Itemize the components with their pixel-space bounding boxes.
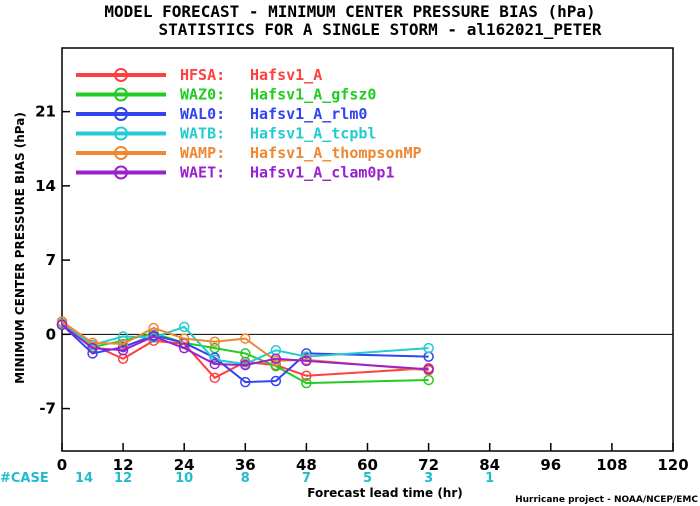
y-tick-label: 21 bbox=[35, 103, 56, 121]
legend-name: HFSA: bbox=[180, 66, 225, 84]
case-count: 1 bbox=[485, 471, 494, 486]
case-count: 8 bbox=[241, 471, 250, 486]
data-point bbox=[209, 358, 220, 370]
x-tick-label: 12 bbox=[113, 456, 134, 474]
legend-name: WATB: bbox=[180, 125, 225, 143]
data-point bbox=[56, 316, 68, 327]
case-count: 5 bbox=[363, 471, 372, 486]
y-axis-label: MINIMUM CENTER PRESSURE BIAS (hPa) bbox=[13, 112, 27, 384]
credit-text: Hurricane project - NOAA/NCEP/EMC bbox=[515, 495, 698, 505]
x-tick-label: 96 bbox=[540, 456, 561, 474]
data-point bbox=[209, 336, 220, 348]
data-point bbox=[148, 331, 159, 342]
x-axis-label: Forecast lead time (hr) bbox=[307, 486, 463, 500]
chart-title: MODEL FORECAST - MINIMUM CENTER PRESSURE… bbox=[104, 2, 595, 21]
data-point bbox=[178, 321, 190, 333]
x-tick-label: 48 bbox=[296, 456, 317, 474]
legend-label: Hafsv1_A_rlm0 bbox=[250, 105, 367, 123]
series-line bbox=[61, 324, 429, 384]
y-tick-label: 7 bbox=[46, 251, 56, 269]
x-tick-label: 120 bbox=[657, 456, 688, 474]
x-tick-label: 24 bbox=[174, 456, 195, 474]
legend-label: Hafsv1_A bbox=[250, 66, 322, 84]
case-counts: #CASE 14 12 10 8 7 5 3 1 bbox=[0, 471, 494, 486]
case-count: 3 bbox=[424, 471, 433, 486]
legend-label: Hafsv1_A_clam0p1 bbox=[250, 164, 395, 182]
legend-marker bbox=[114, 87, 128, 102]
chart-subtitle: STATISTICS FOR A SINGLE STORM - al162021… bbox=[158, 20, 601, 39]
case-label: #CASE bbox=[0, 471, 49, 486]
x-tick-label: 72 bbox=[418, 456, 439, 474]
legend-name: WAMP: bbox=[180, 144, 225, 162]
data-point bbox=[301, 348, 312, 359]
data-point bbox=[301, 370, 312, 381]
case-count: 10 bbox=[175, 471, 193, 486]
legend-name: WAL0: bbox=[180, 105, 225, 123]
legend-name: WAZ0: bbox=[180, 86, 225, 104]
data-point bbox=[240, 359, 251, 371]
legend: HFSA: Hafsv1_A WAZ0: Hafsv1_A_gfsz0 WAL0: Haf… bbox=[76, 66, 422, 182]
case-count: 12 bbox=[114, 471, 132, 486]
data-point bbox=[240, 376, 251, 388]
data-point bbox=[117, 341, 129, 353]
legend-label: Hafsv1_A_gfsz0 bbox=[250, 86, 376, 104]
legend-marker bbox=[114, 165, 128, 180]
legend-marker bbox=[114, 68, 128, 82]
legend-label: Hafsv1_A_tcpbl bbox=[250, 125, 376, 143]
case-count: 7 bbox=[302, 471, 311, 486]
x-tick-label: 0 bbox=[57, 456, 67, 474]
y-tick-label: 14 bbox=[35, 177, 56, 195]
data-point bbox=[301, 355, 312, 367]
data-point bbox=[178, 342, 190, 354]
plot-frame bbox=[61, 47, 674, 452]
case-count: 14 bbox=[75, 471, 93, 486]
legend-label: Hafsv1_A_thompsonMP bbox=[250, 144, 422, 162]
x-tick-label: 108 bbox=[596, 456, 627, 474]
legend-marker bbox=[114, 126, 128, 141]
data-point bbox=[423, 342, 434, 354]
data-point bbox=[117, 345, 129, 356]
y-tick-label: -7 bbox=[39, 400, 56, 418]
series-line bbox=[61, 322, 429, 366]
x-tick-label: 60 bbox=[357, 456, 378, 474]
data-point bbox=[301, 377, 312, 389]
data-point bbox=[423, 364, 434, 375]
data-point bbox=[240, 333, 251, 344]
series-lines bbox=[56, 316, 434, 389]
legend-name: WAET: bbox=[180, 164, 225, 182]
series-line bbox=[61, 320, 429, 380]
y-tick-label: 0 bbox=[46, 325, 56, 343]
series-line bbox=[61, 324, 429, 371]
data-point bbox=[87, 342, 98, 354]
data-point bbox=[270, 353, 282, 364]
data-point bbox=[117, 338, 129, 350]
data-point bbox=[209, 372, 220, 384]
legend-marker bbox=[114, 146, 128, 160]
data-point bbox=[117, 331, 129, 342]
legend-marker bbox=[114, 107, 128, 121]
x-tick-label: 84 bbox=[479, 456, 500, 474]
data-point bbox=[240, 348, 251, 359]
x-tick-label: 36 bbox=[235, 456, 256, 474]
data-point bbox=[56, 319, 68, 331]
x-axis: 0 12 24 36 48 60 72 84 96 108 120 bbox=[57, 443, 689, 474]
data-point bbox=[270, 375, 282, 387]
